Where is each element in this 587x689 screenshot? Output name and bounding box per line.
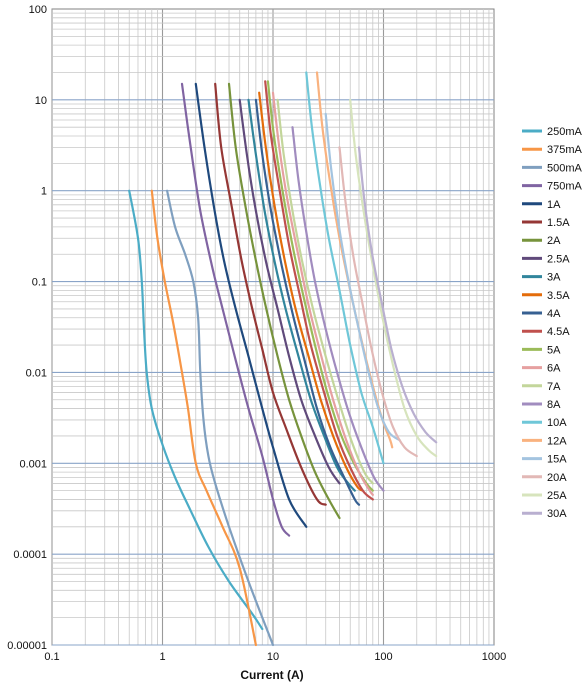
series-line-1.5A	[214, 82, 327, 506]
legend-label: 6A	[547, 363, 561, 375]
legend-label: 2.5A	[547, 253, 570, 265]
series-line-15A	[324, 112, 401, 442]
legend-label: 3.5A	[547, 290, 570, 302]
series-line-2A	[227, 82, 341, 520]
series-line-30A	[357, 146, 438, 444]
legend-label: 1A	[547, 199, 561, 211]
legend-label: 7A	[547, 381, 561, 393]
legend-label: 12A	[547, 435, 567, 447]
grid	[51, 8, 495, 646]
series-line-4A	[254, 98, 361, 506]
y-tick-label: 0.01	[26, 367, 47, 379]
series-line-4.5A	[264, 80, 374, 501]
series-line-6A	[271, 91, 374, 496]
series-line-2.5A	[238, 98, 341, 485]
y-tick-label: 0.1	[32, 277, 47, 289]
series-line-750mA	[180, 82, 291, 537]
y-tick-label: 0.0001	[13, 549, 47, 561]
legend-label: 250mA	[547, 126, 583, 138]
series-line-10A	[305, 71, 385, 465]
legend-label: 10A	[547, 417, 567, 429]
y-tick-label: 0.001	[19, 458, 47, 470]
x-tick-label: 10	[267, 651, 279, 663]
x-tick-label: 100	[374, 651, 392, 663]
legend-label: 30A	[547, 508, 567, 520]
legend-label: 15A	[547, 454, 567, 466]
legend-label: 1.5A	[547, 217, 570, 229]
legend-label: 20A	[547, 472, 567, 484]
legend-label: 3A	[547, 272, 561, 284]
x-tick-label: 1	[159, 651, 165, 663]
legend-label: 2A	[547, 235, 561, 247]
series-line-7A	[276, 98, 374, 485]
legend-label: 4.5A	[547, 326, 570, 338]
legend-label: 25A	[547, 490, 567, 502]
legend-label: 375mA	[547, 144, 583, 156]
y-tick-label: 1	[41, 186, 47, 198]
legend-label: 500mA	[547, 162, 583, 174]
x-tick-label: 1000	[482, 651, 506, 663]
series-line-1A	[194, 82, 308, 528]
series-line-25A	[349, 98, 438, 458]
series-line-500mA	[166, 189, 275, 647]
series-line-3.5A	[258, 91, 364, 492]
axis-ticks: 0.1 1 10 100 1000 0.00001 0.0001 0.001 0.01 0.1 1 1…	[7, 4, 506, 663]
legend-label: 750mA	[547, 181, 583, 193]
series-line-8A	[291, 126, 385, 492]
series-line-3A	[247, 98, 356, 492]
legend-label: 4A	[547, 308, 561, 320]
legend-label: 5A	[547, 344, 561, 356]
y-tick-label: 100	[29, 4, 47, 16]
legend: 250mA 375mA 500mA 750mA 1A 1.5A 2A 2.5A 3A 3.5A 4A…	[522, 126, 583, 520]
series-line-375mA	[150, 189, 257, 647]
series-line-20A	[338, 146, 418, 458]
series-group	[128, 71, 438, 647]
legend-label: 8A	[547, 399, 561, 411]
x-tick-label: 0.1	[44, 651, 59, 663]
y-tick-label: 10	[35, 95, 47, 107]
series-line-250mA	[128, 189, 264, 631]
y-tick-label: 0.00001	[7, 640, 47, 652]
x-axis-title: Current (A)	[240, 668, 303, 682]
